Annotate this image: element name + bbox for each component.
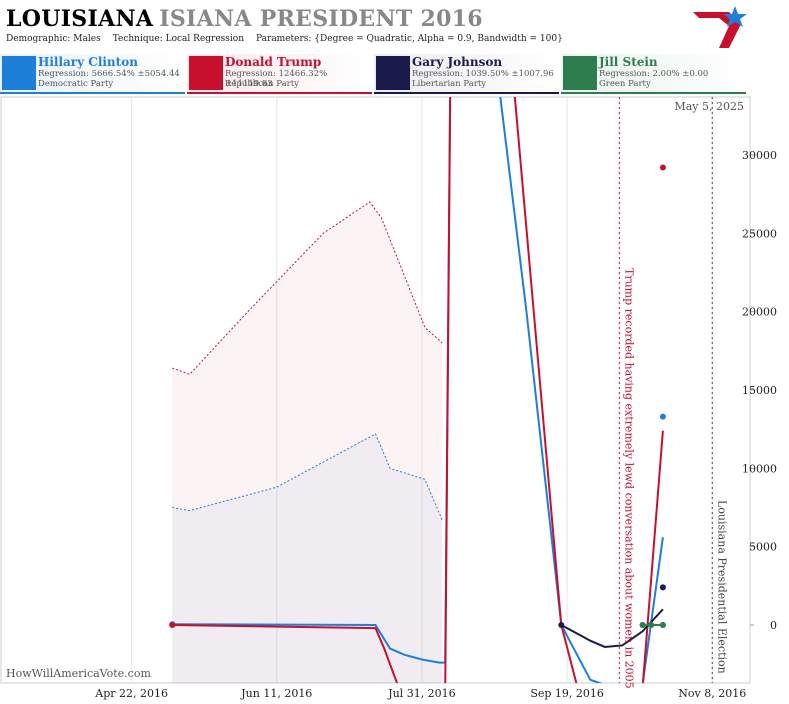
- title-rest: ISIANA PRESIDENT 2016: [159, 6, 483, 32]
- candidate-icon: [189, 56, 223, 90]
- candidate-regression: Regression: 2.00% ±0.00: [599, 69, 709, 79]
- candidate-name: Donald Trump: [225, 55, 322, 69]
- subtitle-part: Technique: Local Regression: [112, 34, 244, 44]
- series-line: [172, 97, 664, 683]
- x-tick-label: Jul 31, 2016: [387, 687, 456, 700]
- candidate-icon: [376, 56, 410, 90]
- latest-point: [659, 164, 666, 171]
- y-tick-label: 20000: [742, 306, 777, 319]
- logo: [693, 6, 747, 48]
- date-stamp: May 5, 2025: [674, 100, 744, 113]
- y-tick-label: 10000: [742, 462, 777, 475]
- x-tick-label: Nov 8, 2016: [678, 687, 746, 700]
- title: LOUISIANA ISIANA PRESIDENT 2016: [6, 6, 483, 32]
- candidate-bar: Hillary Clinton Regression: 5666.54% ±505…: [0, 54, 789, 94]
- latest-point: [659, 413, 666, 420]
- x-tick-label: Apr 22, 2016: [94, 687, 168, 700]
- title-main: LOUISIANA: [6, 6, 154, 32]
- candidate-regression: Regression: 12466.32% ±11119.83: [225, 69, 328, 89]
- y-tick-label: 15000: [742, 384, 777, 397]
- candidate-party: Libertarian Party: [412, 79, 487, 89]
- band-area: [172, 433, 443, 683]
- candidate-regression: Regression: 5666.54% ±5054.44: [38, 69, 180, 79]
- y-tick-label: 25000: [742, 227, 777, 240]
- candidate-name: Gary Johnson: [412, 55, 503, 69]
- logo-shape: [693, 12, 741, 48]
- candidate-card: Donald Trump Regression: 12466.32% ±11119…: [187, 54, 372, 94]
- y-tick-label: 30000: [742, 149, 777, 162]
- subtitle-part: Demographic: Males: [6, 34, 101, 44]
- candidate-regression: Regression: 1039.50% ±1007.96: [412, 69, 554, 79]
- series-line: [560, 608, 664, 648]
- start-point: [558, 622, 565, 629]
- candidate-party: Republican Party: [225, 79, 299, 89]
- event-label: Louisiana Presidential Election: [715, 500, 728, 674]
- series-point: [659, 622, 666, 629]
- candidate-icon: [2, 56, 36, 90]
- candidate-icon: [563, 56, 597, 90]
- series-point: [639, 622, 646, 629]
- candidate-card: Gary Johnson Regression: 1039.50% ±1007.9…: [374, 54, 559, 94]
- candidate-name: Jill Stein: [599, 55, 658, 69]
- plot: [131, 97, 713, 683]
- series-line: [172, 97, 664, 683]
- x-tick-label: Sep 19, 2016: [530, 687, 604, 700]
- candidate-card: Hillary Clinton Regression: 5666.54% ±505…: [0, 54, 185, 94]
- source: HowWillAmericaVote.com: [6, 667, 151, 680]
- candidate-name: Hillary Clinton: [38, 55, 138, 69]
- subtitle-part: Parameters: {Degree = Quadratic, Alpha =…: [256, 34, 563, 44]
- candidate-party: Democratic Party: [38, 79, 114, 89]
- series-point: [648, 622, 655, 629]
- y-tick-label: 5000: [749, 541, 777, 554]
- start-point: [169, 622, 176, 629]
- band-bound: [172, 201, 443, 375]
- x-tick-label: Jun 11, 2016: [240, 687, 312, 700]
- latest-point: [659, 584, 666, 591]
- band-bound: [172, 433, 443, 521]
- plot-area: [0, 96, 751, 684]
- event-label: Trump recorded having extremely lewd con…: [622, 268, 635, 689]
- y-tick-label: 0: [770, 619, 777, 632]
- band-area: [172, 201, 443, 683]
- candidate-card: Jill Stein Regression: 2.00% ±0.00 Green P…: [561, 54, 746, 94]
- subtitle: Demographic: Males Technique: Local Regre…: [6, 34, 575, 44]
- logo-star: [723, 6, 747, 27]
- candidate-party: Green Party: [599, 79, 651, 89]
